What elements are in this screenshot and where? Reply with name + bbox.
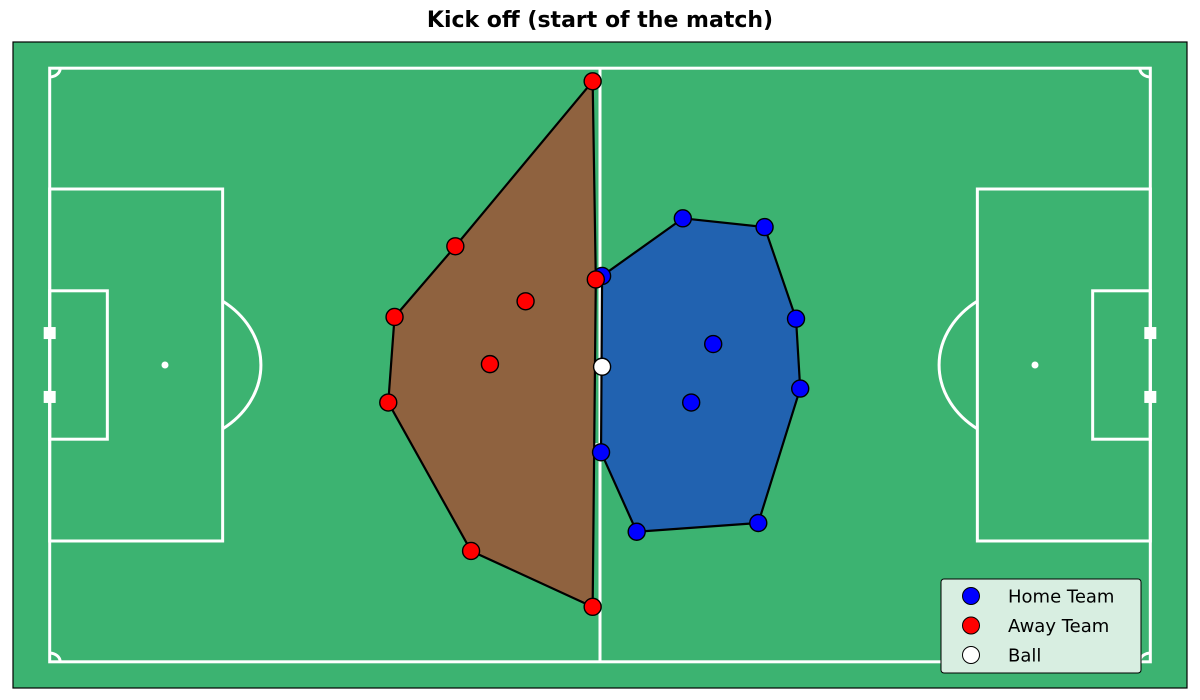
player-markers <box>379 72 810 617</box>
away-player-marker <box>446 237 465 256</box>
home-player-marker <box>673 209 693 228</box>
corner-arc-top-right <box>1138 68 1151 79</box>
goal-post-2 <box>1144 327 1157 340</box>
home-player-marker <box>749 513 768 533</box>
home-player-marker <box>755 217 774 237</box>
legend-marker-ball <box>962 646 980 664</box>
away-player-marker <box>586 270 606 289</box>
legend-label-away: Away Team <box>1008 616 1109 637</box>
right-penalty-spot <box>1031 361 1039 369</box>
legend-marker-away <box>962 616 980 635</box>
home-player-marker <box>681 393 701 412</box>
away-player-marker <box>379 393 398 412</box>
legend-label-ball: Ball <box>1008 646 1041 667</box>
ball-marker <box>592 357 612 376</box>
home-team-hull <box>599 217 802 533</box>
corner-arc-top-left <box>49 68 62 79</box>
goal-post-1 <box>43 390 56 403</box>
away-player-marker <box>461 541 481 561</box>
goal-post-3 <box>1144 390 1157 403</box>
corner-arc-bottom-left <box>49 651 62 662</box>
legend-label-home: Home Team <box>1008 587 1114 608</box>
legend: Home Team Away Team Ball <box>940 578 1142 674</box>
left-penalty-spot <box>161 361 169 369</box>
home-player-marker <box>791 379 810 398</box>
right-goal-area <box>1091 289 1152 441</box>
away-player-marker <box>385 307 404 327</box>
away-player-marker <box>516 292 535 311</box>
home-player-marker <box>627 522 646 541</box>
away-team-hull <box>387 80 597 608</box>
goal-post-0 <box>43 327 56 340</box>
team-hulls <box>387 80 802 608</box>
chart-title: Kick off (start of the match) <box>426 8 774 33</box>
away-player-marker <box>583 72 602 91</box>
legend-marker-home <box>962 587 980 605</box>
home-player-marker <box>786 309 806 328</box>
legend-box <box>940 578 1142 674</box>
away-player-marker <box>583 597 602 617</box>
home-player-marker <box>591 443 611 462</box>
left-penalty-arc <box>221 299 263 431</box>
right-penalty-arc <box>937 299 979 431</box>
home-player-marker <box>704 334 723 354</box>
left-goal-area <box>48 289 109 441</box>
away-player-marker <box>480 354 500 374</box>
